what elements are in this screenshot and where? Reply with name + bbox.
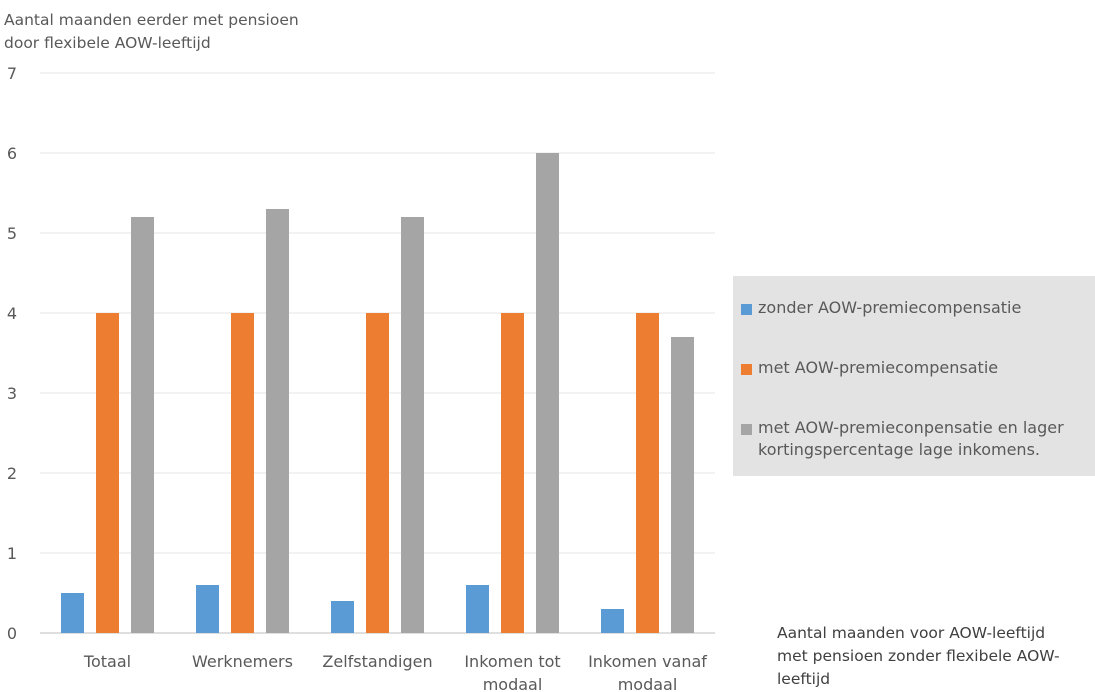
y-tick-label-4: 4	[7, 304, 17, 323]
x-tick-label-2: Werknemers	[192, 652, 293, 671]
x-tick-label-3: Zelfstandigen	[322, 652, 432, 671]
y-tick-label-1: 1	[7, 544, 17, 563]
bar-series-2-cat-3	[366, 313, 389, 633]
x-tick-label-1: Totaal	[83, 652, 131, 671]
y-axis-title-line-1: Aantal maanden eerder met pensioen	[4, 11, 299, 29]
legend: zonder AOW-premiecompensatie met AOW-pre…	[733, 276, 1095, 476]
y-tick-label-2: 2	[7, 464, 17, 483]
x-axis-title-line-2: met pensioen zonder flexibele AOW-	[777, 647, 1060, 665]
legend-label-series-3: met AOW-premieconpensatie en lager korti…	[758, 417, 1095, 461]
legend-swatch-series-1	[741, 304, 752, 315]
legend-label-series-2: met AOW-premiecompensatie	[758, 358, 999, 377]
chart-plot-area: 0 1 2 3 4 5 6 7 Totaal Werknemers Zelfstandigen Ink…	[7, 64, 715, 692]
y-tick-label-6: 6	[7, 144, 17, 163]
legend-label-series-3-line-2: kortingspercentage lage inkomens.	[758, 440, 1040, 459]
bar-series-3-cat-4	[536, 153, 559, 633]
legend-swatch-series-3	[741, 424, 752, 435]
y-axis-title-line-2: door flexibele AOW-leeftijd	[4, 34, 211, 52]
bar-series-1-cat-2	[196, 585, 219, 633]
bar-series-3-cat-3	[401, 217, 424, 633]
y-tick-label-5: 5	[7, 224, 17, 243]
bar-series-1-cat-5	[601, 609, 624, 633]
x-tick-label-5-line-2: modaal	[618, 675, 678, 692]
legend-label-series-3-line-1: met AOW-premieconpensatie en lager	[758, 418, 1064, 437]
bar-series-3-cat-2	[266, 209, 289, 633]
bar-series-2-cat-5	[636, 313, 659, 633]
y-tick-label-7: 7	[7, 64, 17, 83]
y-tick-label-0: 0	[7, 624, 17, 643]
x-axis-title-line-1: Aantal maanden voor AOW-leeftijd	[777, 624, 1046, 642]
legend-swatch-series-2	[741, 364, 752, 375]
legend-label-series-1: zonder AOW-premiecompensatie	[758, 298, 1022, 317]
x-axis-title-line-3: leeftijd	[777, 670, 831, 688]
bar-series-1-cat-1	[61, 593, 84, 633]
x-tick-label-5-line-1: Inkomen vanaf	[588, 652, 707, 671]
bar-series-2-cat-4	[501, 313, 524, 633]
x-tick-label-4-line-1: Inkomen tot	[464, 652, 560, 671]
bar-series-2-cat-1	[96, 313, 119, 633]
bar-series-1-cat-4	[466, 585, 489, 633]
bar-series-3-cat-1	[131, 217, 154, 633]
x-tick-label-4-line-2: modaal	[483, 675, 543, 692]
y-tick-label-3: 3	[7, 384, 17, 403]
bar-series-2-cat-2	[231, 313, 254, 633]
bar-series-1-cat-3	[331, 601, 354, 633]
bar-series-3-cat-5	[671, 337, 694, 633]
